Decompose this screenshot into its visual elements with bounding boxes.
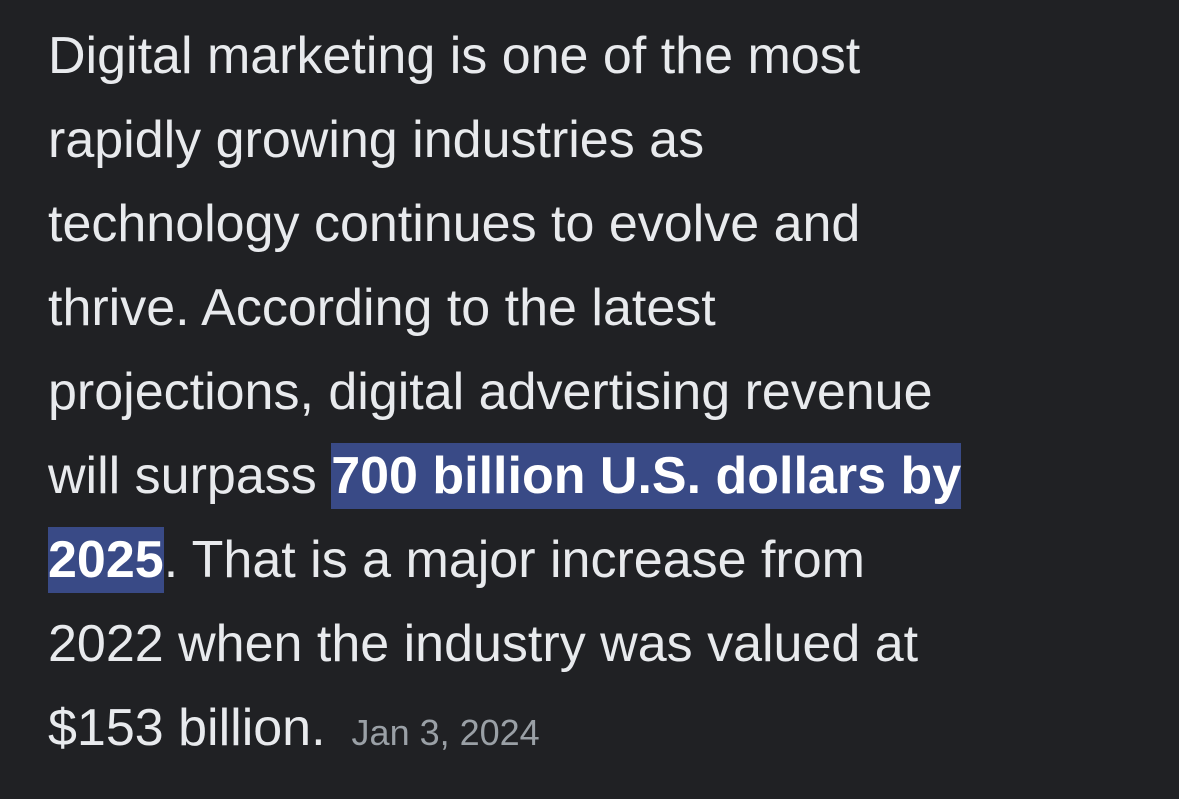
text: $153 billion. xyxy=(48,699,326,757)
text-line: projections, digital advertising revenue xyxy=(48,350,1168,434)
text-line: technology continues to evolve and xyxy=(48,182,1168,266)
text: 2022 when the industry was valued at xyxy=(48,615,919,673)
text-line: $153 billion. Jan 3, 2024 xyxy=(48,686,1168,770)
highlighted-text: 2025 xyxy=(48,527,164,593)
text: technology continues to evolve and xyxy=(48,195,861,253)
text-line: thrive. According to the latest xyxy=(48,266,1168,350)
text-line: will surpass 700 billion U.S. dollars by xyxy=(48,434,1168,518)
featured-snippet: Digital marketing is one of the most rapi… xyxy=(48,14,1168,770)
text: projections, digital advertising revenue xyxy=(48,363,933,421)
text-line: Digital marketing is one of the most xyxy=(48,14,1168,98)
date: Jan 3, 2024 xyxy=(351,712,540,753)
text-line: 2022 when the industry was valued at xyxy=(48,602,1168,686)
text: thrive. According to the latest xyxy=(48,279,716,337)
text: rapidly growing industries as xyxy=(48,111,705,169)
text: will surpass xyxy=(48,447,332,505)
text: Digital marketing is one of the most xyxy=(48,27,861,85)
text-line: 2025. That is a major increase from xyxy=(48,518,1168,602)
text-line: rapidly growing industries as xyxy=(48,98,1168,182)
text: . That is a major increase from xyxy=(163,531,865,589)
highlighted-text: 700 billion U.S. dollars by xyxy=(331,443,962,509)
